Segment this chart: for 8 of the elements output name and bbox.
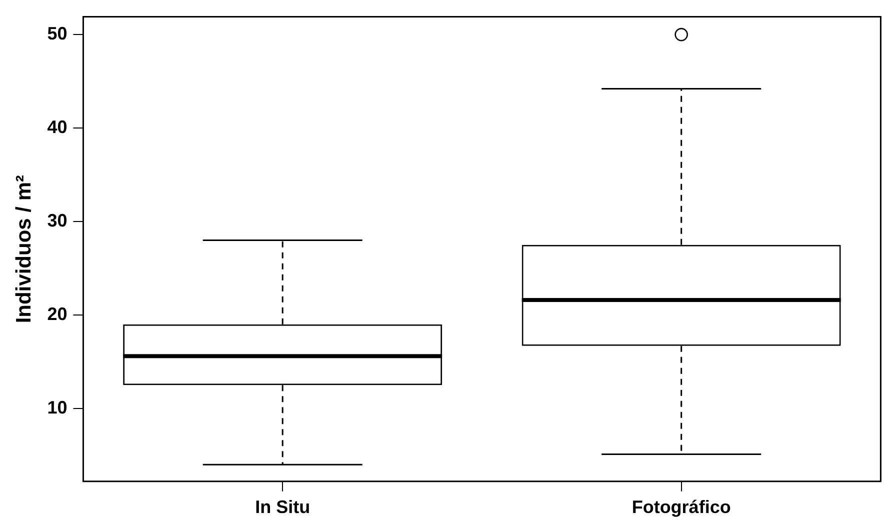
y-tick-label: 10 [47,397,68,418]
y-tick-label: 50 [47,24,68,44]
y-tick-label: 30 [47,210,68,230]
y-axis-title: Individuos / m² [12,175,36,324]
y-tick-label: 20 [47,304,68,324]
x-tick-label: Fotográfico [632,497,731,518]
y-tick-label: 40 [47,117,68,138]
x-tick-label: In Situ [255,497,310,518]
